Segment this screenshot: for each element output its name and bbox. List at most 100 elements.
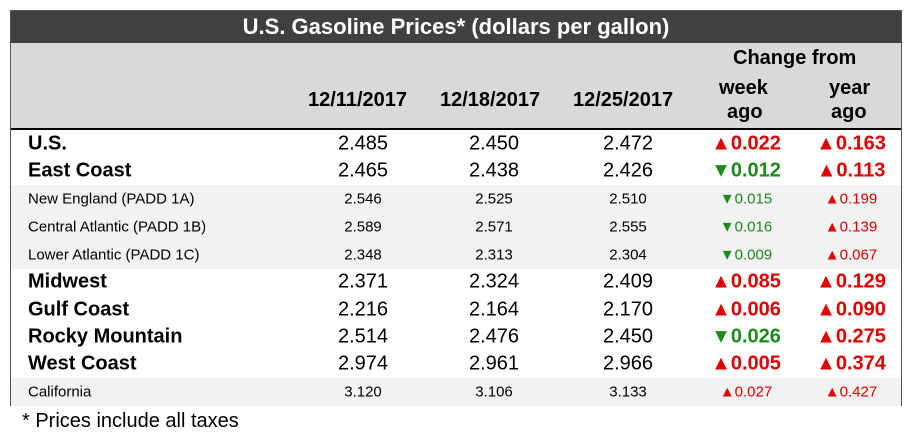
region-label: Lower Atlantic (PADD 1C) <box>28 246 200 264</box>
triangle-up-icon: ▲ <box>816 352 836 375</box>
price-cell: 2.324 <box>468 270 520 293</box>
price-cell: 2.510 <box>609 190 647 208</box>
year-change-cell: ▲0.427 <box>824 383 878 401</box>
price-cell: 2.371 <box>337 270 389 293</box>
price-cell: 3.120 <box>344 383 382 401</box>
date-header-2: 12/18/2017 <box>440 89 541 111</box>
triangle-up-icon: ▲ <box>711 298 731 321</box>
footnote: * Prices include all taxes <box>22 410 239 432</box>
year-change-cell: ▲0.139 <box>824 218 878 236</box>
year-change-cell: ▲0.199 <box>824 190 878 208</box>
price-cell: 2.589 <box>344 218 382 236</box>
region-label: New England (PADD 1A) <box>28 190 195 208</box>
triangle-up-icon: ▲ <box>816 325 836 348</box>
week-header: week <box>719 77 768 99</box>
triangle-down-icon: ▼ <box>719 246 735 264</box>
triangle-up-icon: ▲ <box>824 383 840 401</box>
table-row: Rocky Mountain 2.514 2.476 2.450 ▼0.026 ▲0.27… <box>11 323 901 350</box>
price-cell: 2.571 <box>475 218 513 236</box>
triangle-down-icon: ▼ <box>711 325 731 348</box>
price-cell: 2.426 <box>602 159 654 182</box>
year-ago-header: ago <box>831 101 867 123</box>
price-cell: 2.472 <box>602 132 654 155</box>
price-cell: 2.313 <box>475 246 513 264</box>
triangle-up-icon: ▲ <box>824 246 840 264</box>
table-row: U.S. 2.485 2.450 2.472 ▲0.022 ▲0.163 <box>11 130 901 157</box>
price-cell: 2.974 <box>337 352 389 375</box>
year-header: year <box>829 77 871 99</box>
price-cell: 2.555 <box>609 218 647 236</box>
table-body: U.S. 2.485 2.450 2.472 ▲0.022 ▲0.163 East Coas… <box>11 130 901 406</box>
price-cell: 2.438 <box>468 159 520 182</box>
year-change-cell: ▲0.163 <box>816 132 886 155</box>
price-cell: 3.133 <box>609 383 647 401</box>
table-row: Midwest 2.371 2.324 2.409 ▲0.085 ▲0.129 <box>11 269 901 296</box>
table-header: Change from 12/11/2017 12/18/2017 12/25/… <box>11 43 901 130</box>
price-cell: 2.476 <box>468 325 520 348</box>
triangle-up-icon: ▲ <box>719 383 735 401</box>
year-change-cell: ▲0.113 <box>816 159 886 182</box>
triangle-up-icon: ▲ <box>816 270 836 293</box>
price-cell: 2.164 <box>468 298 520 321</box>
price-cell: 2.216 <box>337 298 389 321</box>
triangle-up-icon: ▲ <box>816 132 836 155</box>
triangle-down-icon: ▼ <box>719 218 735 236</box>
region-label: Central Atlantic (PADD 1B) <box>28 218 207 236</box>
triangle-up-icon: ▲ <box>711 270 731 293</box>
week-change-cell: ▼0.015 <box>719 190 773 208</box>
region-label: Midwest <box>28 270 107 293</box>
region-label: Gulf Coast <box>28 298 130 321</box>
price-cell: 2.514 <box>337 325 389 348</box>
year-change-cell: ▲0.090 <box>816 298 886 321</box>
price-cell: 2.485 <box>337 132 389 155</box>
price-cell: 2.304 <box>609 246 647 264</box>
triangle-up-icon: ▲ <box>816 159 837 182</box>
gasoline-prices-table: U.S. Gasoline Prices* (dollars per gallo… <box>10 10 902 406</box>
table-row: California 3.120 3.106 3.133 ▲0.027 ▲0.427 <box>11 377 901 406</box>
triangle-up-icon: ▲ <box>816 298 836 321</box>
change-from-header: Change from <box>733 47 857 69</box>
week-change-cell: ▲0.027 <box>719 383 773 401</box>
price-cell: 2.525 <box>475 190 513 208</box>
triangle-up-icon: ▲ <box>711 352 731 375</box>
week-change-cell: ▼0.012 <box>711 159 781 182</box>
table-row: New England (PADD 1A) 2.546 2.525 2.510 ▼0.0… <box>11 184 901 213</box>
price-cell: 2.348 <box>344 246 382 264</box>
table-row: Lower Atlantic (PADD 1C) 2.348 2.313 2.304 ▼… <box>11 240 901 269</box>
triangle-down-icon: ▼ <box>711 159 731 182</box>
year-change-cell: ▲0.129 <box>816 270 886 293</box>
triangle-up-icon: ▲ <box>824 190 840 208</box>
price-cell: 2.170 <box>602 298 654 321</box>
table-row: Central Atlantic (PADD 1B) 2.589 2.571 2.55… <box>11 212 901 241</box>
week-change-cell: ▼0.026 <box>711 325 781 348</box>
price-cell: 2.546 <box>344 190 382 208</box>
week-change-cell: ▼0.016 <box>719 218 773 236</box>
region-label: U.S. <box>28 132 67 155</box>
price-cell: 2.961 <box>468 352 520 375</box>
week-change-cell: ▼0.009 <box>719 246 773 264</box>
price-cell: 2.966 <box>602 352 654 375</box>
year-change-cell: ▲0.374 <box>816 352 886 375</box>
price-cell: 2.450 <box>468 132 520 155</box>
region-label: California <box>28 383 92 401</box>
price-cell: 3.106 <box>475 383 513 401</box>
date-header-1: 12/11/2017 <box>308 89 407 111</box>
week-change-cell: ▲0.006 <box>711 298 781 321</box>
region-label: West Coast <box>28 352 137 375</box>
year-change-cell: ▲0.067 <box>824 246 878 264</box>
table-row: Gulf Coast 2.216 2.164 2.170 ▲0.006 ▲0.090 <box>11 296 901 323</box>
price-cell: 2.465 <box>337 159 389 182</box>
region-label: East Coast <box>28 159 132 182</box>
week-change-cell: ▲0.085 <box>711 270 781 293</box>
week-change-cell: ▲0.005 <box>711 352 781 375</box>
table-row: East Coast 2.465 2.438 2.426 ▼0.012 ▲0.113 <box>11 157 901 184</box>
table-row: West Coast 2.974 2.961 2.966 ▲0.005 ▲0.374 <box>11 350 901 377</box>
triangle-up-icon: ▲ <box>824 218 840 236</box>
price-cell: 2.409 <box>602 270 654 293</box>
triangle-down-icon: ▼ <box>719 190 735 208</box>
year-change-cell: ▲0.275 <box>816 325 886 348</box>
region-label: Rocky Mountain <box>28 325 183 348</box>
price-cell: 2.450 <box>602 325 654 348</box>
week-change-cell: ▲0.022 <box>711 132 781 155</box>
week-ago-header: ago <box>727 101 763 123</box>
